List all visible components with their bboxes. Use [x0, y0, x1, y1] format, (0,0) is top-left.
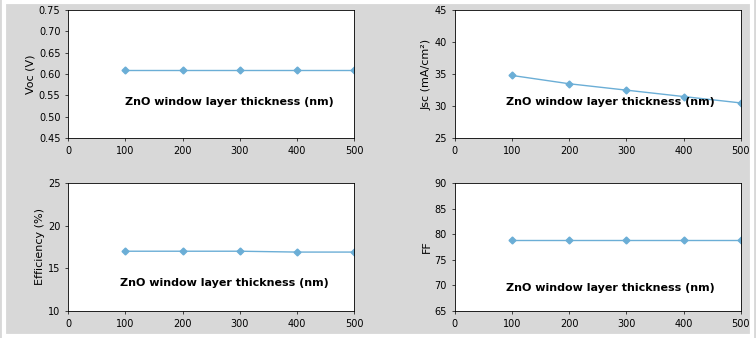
Text: ZnO window layer thickness (nm): ZnO window layer thickness (nm): [119, 278, 328, 288]
Y-axis label: Efficiency (%): Efficiency (%): [35, 209, 45, 286]
Y-axis label: Jsc (mA/cm²): Jsc (mA/cm²): [422, 39, 432, 110]
Y-axis label: FF: FF: [422, 241, 432, 253]
Y-axis label: Voc (V): Voc (V): [26, 54, 36, 94]
Text: ZnO window layer thickness (nm): ZnO window layer thickness (nm): [125, 97, 334, 107]
Text: ZnO window layer thickness (nm): ZnO window layer thickness (nm): [506, 283, 715, 293]
Text: ZnO window layer thickness (nm): ZnO window layer thickness (nm): [506, 97, 715, 107]
